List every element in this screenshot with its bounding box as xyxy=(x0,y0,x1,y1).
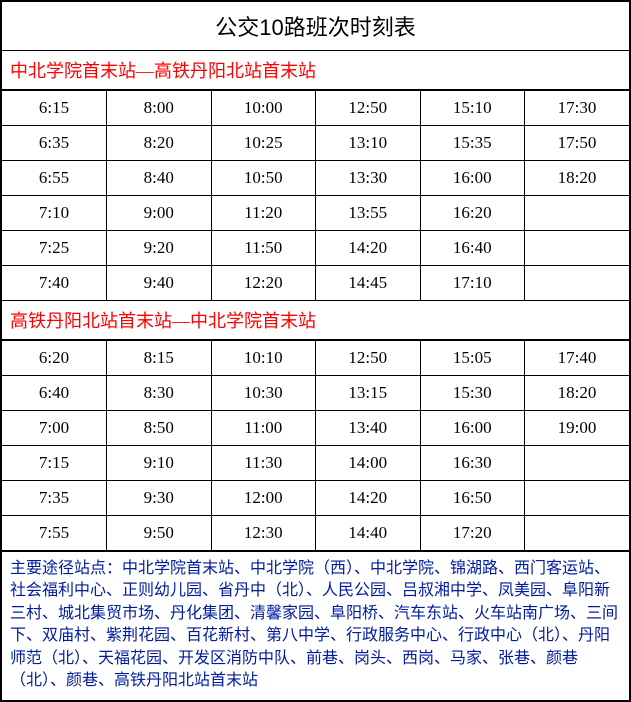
direction-header-1: 中北学院首末站—高铁丹阳北站首末站 xyxy=(2,51,629,90)
time-cell: 7:25 xyxy=(2,231,107,266)
time-cell: 16:20 xyxy=(420,196,525,231)
table-row: 6:20 8:15 10:10 12:50 15:05 17:40 xyxy=(2,341,629,376)
time-cell: 8:50 xyxy=(107,411,212,446)
time-cell: 9:20 xyxy=(107,231,212,266)
table-row: 6:35 8:20 10:25 13:10 15:35 17:50 xyxy=(2,126,629,161)
time-cell: 6:40 xyxy=(2,376,107,411)
time-cell xyxy=(525,516,630,551)
time-cell: 17:10 xyxy=(420,266,525,301)
time-cell: 16:00 xyxy=(420,161,525,196)
time-cell: 13:30 xyxy=(316,161,421,196)
time-cell: 13:55 xyxy=(316,196,421,231)
table-row: 7:25 9:20 11:50 14:20 16:40 xyxy=(2,231,629,266)
time-grid-2: 6:20 8:15 10:10 12:50 15:05 17:40 6:40 8… xyxy=(2,340,629,551)
time-cell: 15:30 xyxy=(420,376,525,411)
time-cell: 11:50 xyxy=(211,231,316,266)
time-cell: 16:50 xyxy=(420,481,525,516)
time-cell: 15:10 xyxy=(420,91,525,126)
time-cell: 8:00 xyxy=(107,91,212,126)
time-cell: 10:10 xyxy=(211,341,316,376)
time-cell: 16:00 xyxy=(420,411,525,446)
table-row: 7:00 8:50 11:00 13:40 16:00 19:00 xyxy=(2,411,629,446)
time-cell: 7:55 xyxy=(2,516,107,551)
table-row: 7:10 9:00 11:20 13:55 16:20 xyxy=(2,196,629,231)
page-title: 公交10路班次时刻表 xyxy=(2,2,629,51)
time-cell: 12:00 xyxy=(211,481,316,516)
time-cell: 15:35 xyxy=(420,126,525,161)
time-cell: 14:45 xyxy=(316,266,421,301)
time-cell: 7:10 xyxy=(2,196,107,231)
time-cell: 10:25 xyxy=(211,126,316,161)
time-grid-1: 6:15 8:00 10:00 12:50 15:10 17:30 6:35 8… xyxy=(2,90,629,301)
time-cell: 11:20 xyxy=(211,196,316,231)
time-cell: 6:15 xyxy=(2,91,107,126)
time-cell: 13:15 xyxy=(316,376,421,411)
time-cell: 10:00 xyxy=(211,91,316,126)
time-cell: 17:30 xyxy=(525,91,630,126)
time-cell: 10:50 xyxy=(211,161,316,196)
time-cell: 12:20 xyxy=(211,266,316,301)
time-cell xyxy=(525,266,630,301)
time-cell xyxy=(525,231,630,266)
time-cell: 17:50 xyxy=(525,126,630,161)
time-cell xyxy=(525,481,630,516)
time-cell: 17:40 xyxy=(525,341,630,376)
time-cell: 18:20 xyxy=(525,161,630,196)
time-cell: 8:30 xyxy=(107,376,212,411)
time-cell: 16:40 xyxy=(420,231,525,266)
time-cell: 18:20 xyxy=(525,376,630,411)
time-cell: 8:40 xyxy=(107,161,212,196)
time-cell: 14:40 xyxy=(316,516,421,551)
table-row: 6:40 8:30 10:30 13:15 15:30 18:20 xyxy=(2,376,629,411)
time-cell: 13:10 xyxy=(316,126,421,161)
time-cell: 17:20 xyxy=(420,516,525,551)
time-cell: 7:00 xyxy=(2,411,107,446)
time-cell: 11:00 xyxy=(211,411,316,446)
timetable-container: 公交10路班次时刻表 中北学院首末站—高铁丹阳北站首末站 6:15 8:00 1… xyxy=(0,0,631,702)
time-cell: 7:15 xyxy=(2,446,107,481)
time-cell: 13:40 xyxy=(316,411,421,446)
table-row: 7:55 9:50 12:30 14:40 17:20 xyxy=(2,516,629,551)
time-cell: 14:20 xyxy=(316,481,421,516)
table-row: 7:35 9:30 12:00 14:20 16:50 xyxy=(2,481,629,516)
route-notes: 主要途径站点：中北学院首末站、中北学院（西）、中北学院、锦湖路、西门客运站、社会… xyxy=(2,551,629,700)
time-cell: 15:05 xyxy=(420,341,525,376)
table-row: 6:15 8:00 10:00 12:50 15:10 17:30 xyxy=(2,91,629,126)
time-cell: 9:00 xyxy=(107,196,212,231)
time-cell xyxy=(525,446,630,481)
time-cell: 9:10 xyxy=(107,446,212,481)
time-cell: 12:50 xyxy=(316,341,421,376)
time-cell: 11:30 xyxy=(211,446,316,481)
time-cell: 9:50 xyxy=(107,516,212,551)
time-cell: 8:20 xyxy=(107,126,212,161)
time-cell: 14:20 xyxy=(316,231,421,266)
time-cell: 12:50 xyxy=(316,91,421,126)
table-row: 6:55 8:40 10:50 13:30 16:00 18:20 xyxy=(2,161,629,196)
time-cell: 7:35 xyxy=(2,481,107,516)
time-cell: 6:55 xyxy=(2,161,107,196)
table-row: 7:40 9:40 12:20 14:45 17:10 xyxy=(2,266,629,301)
time-cell: 9:30 xyxy=(107,481,212,516)
table-row: 7:15 9:10 11:30 14:00 16:30 xyxy=(2,446,629,481)
time-cell: 10:30 xyxy=(211,376,316,411)
direction-header-2: 高铁丹阳北站首末站—中北学院首末站 xyxy=(2,301,629,340)
time-cell: 12:30 xyxy=(211,516,316,551)
time-cell: 6:35 xyxy=(2,126,107,161)
time-cell: 8:15 xyxy=(107,341,212,376)
time-cell: 6:20 xyxy=(2,341,107,376)
time-cell: 14:00 xyxy=(316,446,421,481)
time-cell: 19:00 xyxy=(525,411,630,446)
time-cell: 9:40 xyxy=(107,266,212,301)
time-cell: 7:40 xyxy=(2,266,107,301)
time-cell xyxy=(525,196,630,231)
time-cell: 16:30 xyxy=(420,446,525,481)
